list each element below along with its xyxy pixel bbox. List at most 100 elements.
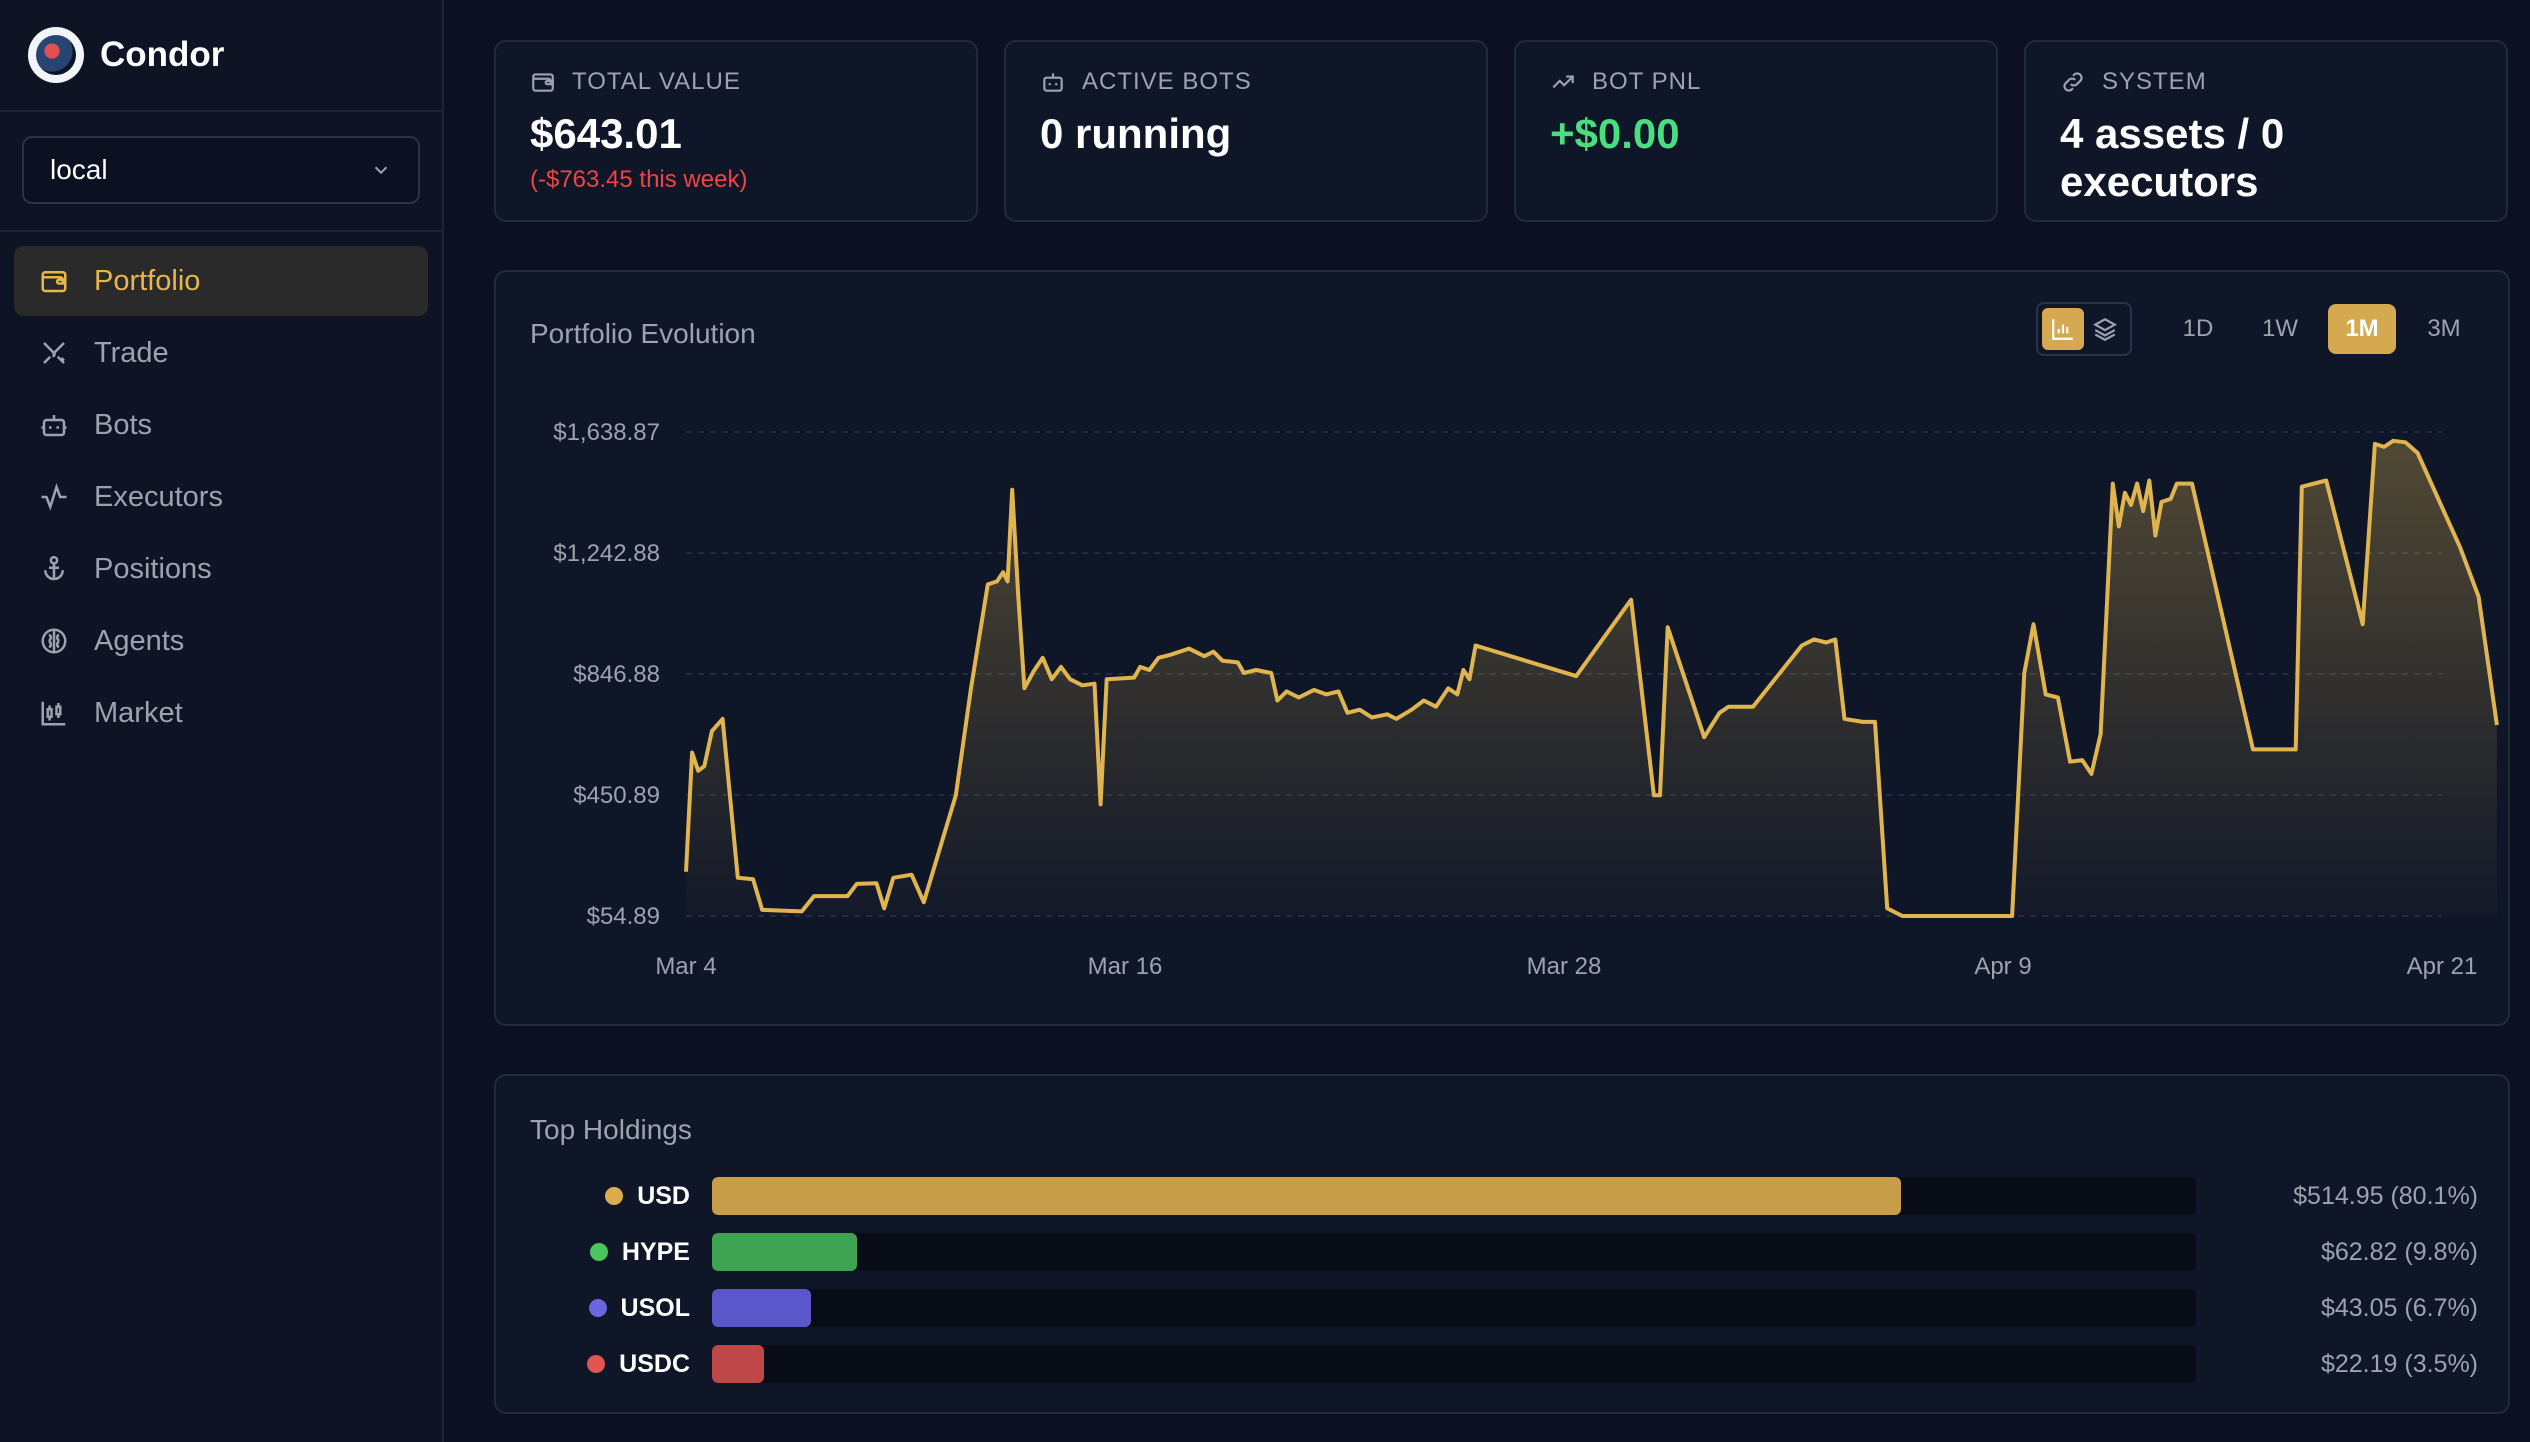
holding-label: USOL bbox=[496, 1294, 690, 1323]
series-area bbox=[686, 440, 2497, 916]
holding-bar-track bbox=[712, 1345, 2196, 1383]
sidebar-item-label: Market bbox=[94, 696, 183, 729]
summary-cards: TOTAL VALUE $643.01 (-$763.45 this week)… bbox=[494, 40, 2510, 222]
y-tick-label: $54.89 bbox=[587, 903, 660, 930]
sidebar: Condor local Portfolio Trade Bots bbox=[0, 0, 444, 1442]
bar-chart-view-button[interactable] bbox=[2042, 308, 2084, 350]
y-tick-label: $846.88 bbox=[573, 661, 660, 688]
y-tick-label: $1,242.88 bbox=[553, 540, 660, 567]
bot-pnl-card: BOT PNL +$0.00 bbox=[1514, 40, 1998, 222]
sidebar-item-market[interactable]: Market bbox=[14, 678, 428, 748]
x-tick-label: Mar 28 bbox=[1527, 953, 1602, 980]
chevron-down-icon bbox=[374, 166, 388, 175]
x-tick-label: Mar 16 bbox=[1088, 953, 1163, 980]
brand: Condor bbox=[0, 0, 442, 112]
system-card: SYSTEM 4 assets / 0 executors bbox=[2024, 40, 2508, 222]
holding-bar-track bbox=[712, 1289, 2196, 1327]
condor-logo-icon[interactable] bbox=[28, 27, 84, 83]
sidebar-item-label: Portfolio bbox=[94, 264, 201, 297]
holding-color-dot bbox=[587, 1355, 606, 1373]
series-line bbox=[684, 438, 2499, 918]
sidebar-item-label: Bots bbox=[94, 408, 153, 441]
range-1w-button[interactable]: 1W bbox=[2262, 315, 2298, 342]
holding-label: HYPE bbox=[496, 1238, 690, 1267]
sidebar-item-executors[interactable]: Executors bbox=[14, 462, 428, 532]
main-content: TOTAL VALUE $643.01 (-$763.45 this week)… bbox=[494, 40, 2510, 1414]
holding-color-dot bbox=[588, 1299, 607, 1317]
total-value: $643.01 bbox=[530, 110, 682, 157]
card-label: ACTIVE BOTS bbox=[1082, 68, 1252, 95]
range-3m-button[interactable]: 3M bbox=[2427, 315, 2461, 342]
weekly-change: (-$763.45 this week) bbox=[530, 166, 748, 193]
holding-value: $514.95 (80.1%) bbox=[2293, 1181, 2478, 1210]
holding-value: $22.19 (3.5%) bbox=[2320, 1349, 2478, 1378]
panel-title: Top Holdings bbox=[530, 1114, 692, 1145]
wallet-icon bbox=[532, 73, 554, 92]
sidebar-nav: Portfolio Trade Bots Executors Positions bbox=[0, 232, 442, 764]
candlestick-icon bbox=[38, 697, 70, 729]
x-tick-label: Apr 21 bbox=[2407, 953, 2478, 980]
holding-bar bbox=[712, 1233, 858, 1271]
range-1m-button[interactable]: 1M bbox=[2328, 304, 2396, 354]
sidebar-item-trade[interactable]: Trade bbox=[14, 318, 428, 388]
panel-title: Portfolio Evolution bbox=[530, 318, 756, 349]
environment-value: local bbox=[50, 154, 108, 185]
sidebar-item-label: Positions bbox=[94, 552, 212, 585]
holding-bar bbox=[712, 1289, 812, 1327]
card-label: SYSTEM bbox=[2102, 68, 2207, 95]
holding-symbol: USOL bbox=[620, 1293, 690, 1322]
sidebar-item-label: Trade bbox=[94, 336, 169, 369]
app-name: Condor bbox=[100, 35, 225, 74]
bot-icon bbox=[38, 409, 70, 441]
holding-color-dot bbox=[605, 1187, 624, 1205]
portfolio-evolution-chart: $1,638.87 $1,242.88 $846.88 $450.89 $54.89 Ma… bbox=[553, 419, 2499, 980]
holding-bar-track bbox=[712, 1177, 2196, 1215]
holding-bar bbox=[712, 1177, 1901, 1215]
chart-toolbar: 1D 1W 1M 3M bbox=[2036, 302, 2478, 356]
brain-icon bbox=[38, 625, 70, 657]
holding-symbol: USD bbox=[637, 1181, 690, 1210]
holding-color-dot bbox=[589, 1243, 608, 1261]
holding-value: $43.05 (6.7%) bbox=[2320, 1293, 2478, 1322]
swords-icon bbox=[38, 337, 70, 369]
holding-symbol: HYPE bbox=[621, 1237, 690, 1266]
sidebar-item-label: Executors bbox=[94, 480, 223, 513]
bot-pnl-value: +$0.00 bbox=[1550, 110, 1680, 157]
environment-select[interactable]: local bbox=[22, 136, 420, 204]
holding-value: $62.82 (9.8%) bbox=[2320, 1237, 2478, 1266]
holding-bar bbox=[712, 1345, 764, 1383]
sidebar-item-agents[interactable]: Agents bbox=[14, 606, 428, 676]
portfolio-evolution-panel: $1,638.87 $1,242.88 $846.88 $450.89 $54.89 Ma… bbox=[494, 270, 2510, 1026]
wallet-icon bbox=[38, 265, 70, 297]
sidebar-item-positions[interactable]: Positions bbox=[14, 534, 428, 604]
holding-row: USD $514.95 (80.1%) bbox=[496, 1176, 2512, 1216]
range-1d-button[interactable]: 1D bbox=[2182, 315, 2214, 342]
y-tick-label: $450.89 bbox=[573, 782, 660, 809]
x-tick-label: Mar 4 bbox=[655, 953, 716, 980]
card-label: TOTAL VALUE bbox=[572, 68, 741, 95]
bar-chart-icon bbox=[2052, 319, 2073, 340]
holding-label: USDC bbox=[496, 1350, 690, 1379]
holding-symbol: USDC bbox=[619, 1349, 690, 1378]
holding-row: USOL $43.05 (6.7%) bbox=[496, 1288, 2512, 1328]
y-tick-label: $1,638.87 bbox=[553, 419, 660, 446]
sidebar-item-label: Agents bbox=[94, 624, 185, 657]
holding-row: USDC $22.19 (3.5%) bbox=[496, 1344, 2512, 1384]
active-bots-card: ACTIVE BOTS 0 running bbox=[1004, 40, 1488, 222]
total-value-card: TOTAL VALUE $643.01 (-$763.45 this week) bbox=[494, 40, 978, 222]
layers-icon bbox=[2093, 318, 2117, 342]
anchor-icon bbox=[38, 553, 70, 585]
card-label: BOT PNL bbox=[1592, 68, 1702, 95]
holding-bar-track bbox=[712, 1233, 2196, 1271]
x-tick-label: Apr 9 bbox=[1974, 953, 2031, 980]
view-toggle bbox=[2036, 302, 2132, 356]
trending-up-icon bbox=[1552, 75, 1574, 89]
sidebar-item-bots[interactable]: Bots bbox=[14, 390, 428, 460]
holding-label: USD bbox=[496, 1182, 690, 1211]
bot-icon bbox=[1043, 73, 1063, 92]
activity-icon bbox=[38, 481, 70, 513]
top-holdings-panel: Top Holdings USD $514.95 (80.1%) HYPE $62.8… bbox=[494, 1074, 2510, 1414]
stacked-view-button[interactable] bbox=[2084, 308, 2126, 350]
sidebar-item-portfolio[interactable]: Portfolio bbox=[14, 246, 428, 316]
link-icon bbox=[2063, 72, 2083, 92]
